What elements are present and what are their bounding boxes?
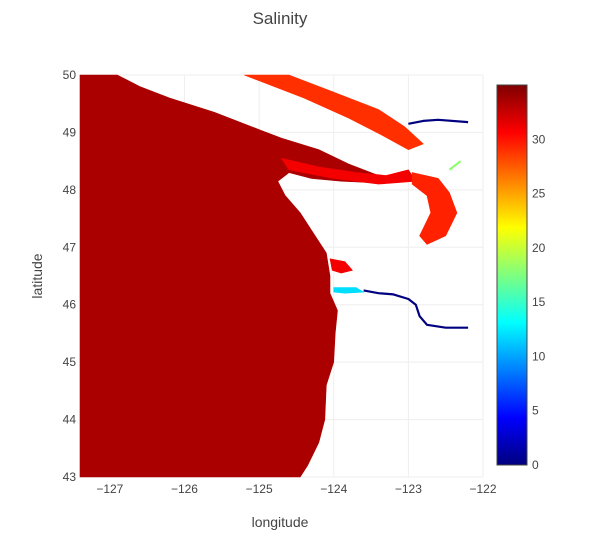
region-strait-of-georgia bbox=[244, 74, 424, 151]
region-willapa-bay bbox=[329, 258, 353, 274]
colorbar-ticks: 0 5 10 15 20 25 30 bbox=[532, 132, 546, 472]
y-tick-label: 43 bbox=[63, 470, 77, 484]
salinity-regions bbox=[79, 74, 458, 478]
y-tick-label: 48 bbox=[63, 183, 77, 197]
y-tick-label: 44 bbox=[63, 413, 77, 427]
y-axis-ticks: 43 44 45 46 47 48 49 50 bbox=[63, 68, 77, 484]
chart-title: Salinity bbox=[253, 9, 308, 28]
river-channels bbox=[363, 118, 469, 329]
x-axis-ticks: −127 −126 −125 −124 −123 −122 bbox=[96, 482, 497, 496]
line-fraser-river bbox=[408, 118, 469, 125]
y-tick-label: 49 bbox=[63, 125, 77, 139]
region-pacific-ocean bbox=[79, 74, 387, 478]
line-columbia-river bbox=[363, 289, 469, 329]
x-tick-label: −124 bbox=[320, 482, 347, 496]
colorbar-tick-label: 30 bbox=[532, 132, 546, 146]
colorbar-tick-label: 10 bbox=[532, 349, 546, 363]
colorbar-tick-label: 25 bbox=[532, 187, 546, 201]
y-axis-label: latitude bbox=[29, 253, 45, 298]
x-tick-label: −126 bbox=[171, 482, 198, 496]
colorbar-tick-label: 5 bbox=[532, 404, 539, 418]
colorbar-tick-label: 0 bbox=[532, 458, 539, 472]
line-skagit-river bbox=[448, 160, 462, 171]
y-tick-label: 47 bbox=[63, 240, 77, 254]
x-tick-label: −127 bbox=[96, 482, 123, 496]
y-tick-label: 46 bbox=[63, 298, 77, 312]
region-puget-sound bbox=[411, 172, 458, 245]
region-columbia-river-estuary bbox=[333, 287, 365, 294]
x-tick-label: −123 bbox=[395, 482, 422, 496]
colorbar-tick-label: 15 bbox=[532, 295, 546, 309]
colorbar-tick-label: 20 bbox=[532, 241, 546, 255]
y-tick-label: 50 bbox=[63, 68, 77, 82]
colorbar bbox=[496, 84, 528, 466]
y-tick-label: 45 bbox=[63, 355, 77, 369]
x-axis-label: longitude bbox=[252, 514, 309, 530]
x-tick-label: −122 bbox=[469, 482, 496, 496]
x-tick-label: −125 bbox=[246, 482, 273, 496]
